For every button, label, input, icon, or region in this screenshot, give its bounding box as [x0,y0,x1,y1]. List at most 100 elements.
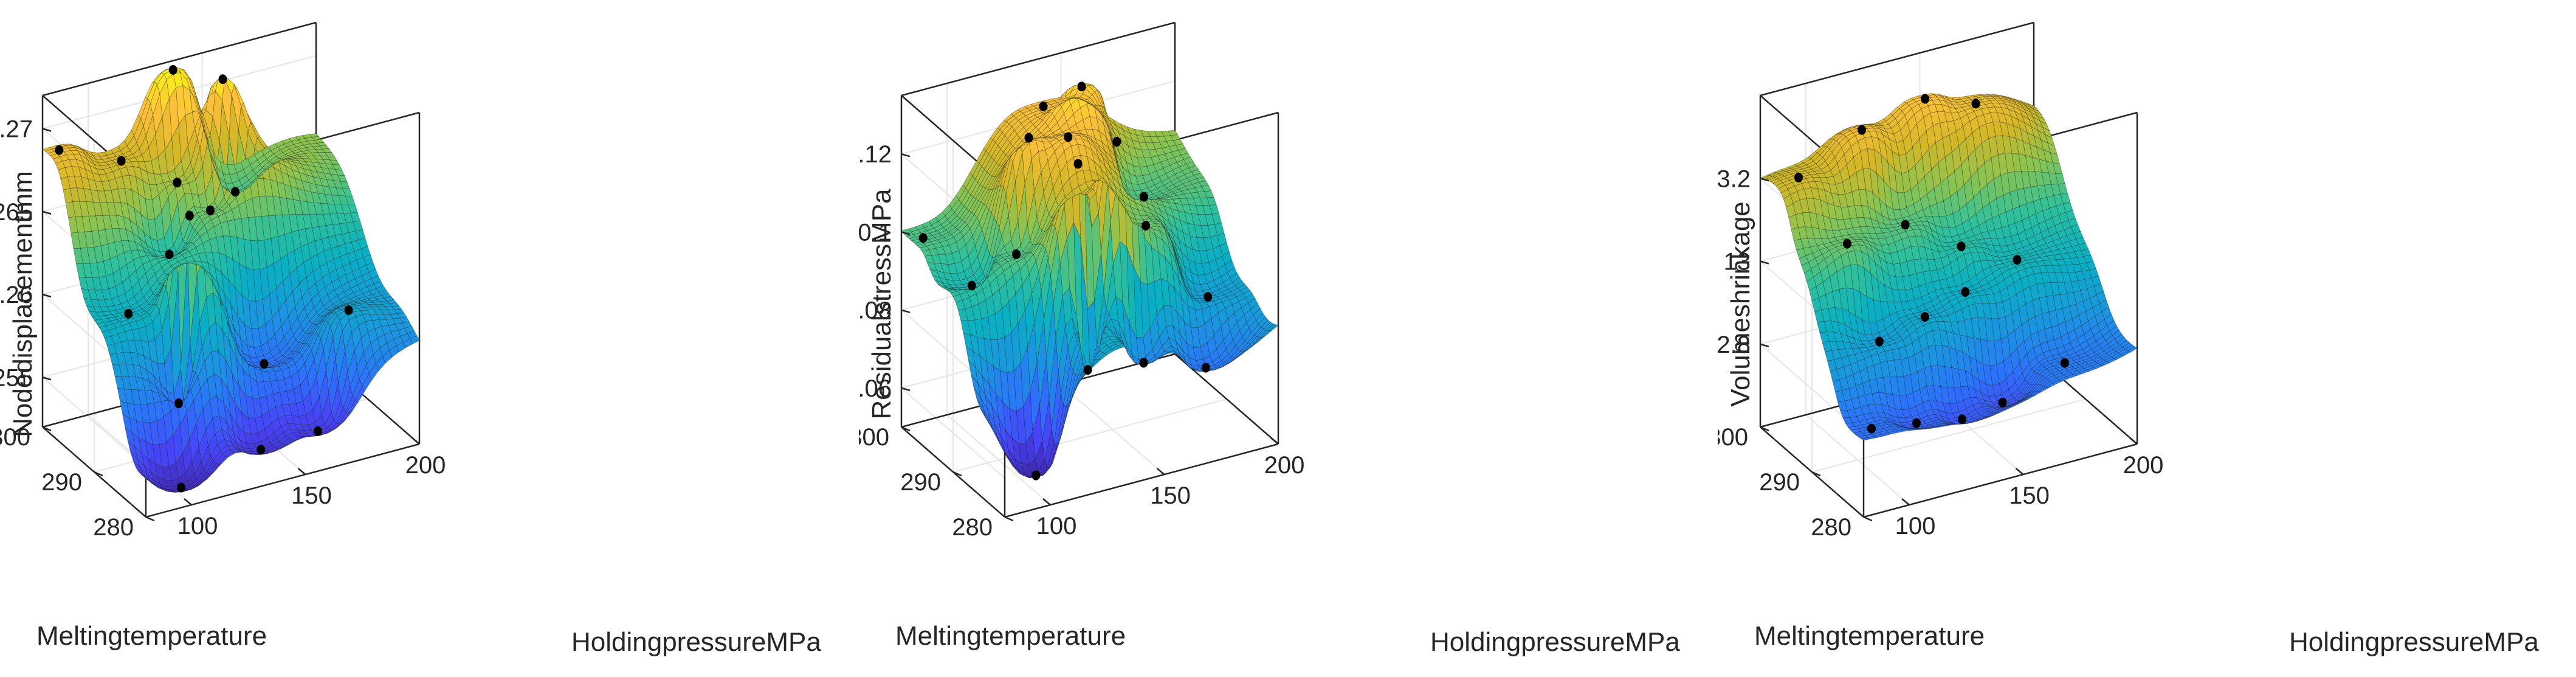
chart-residual-stress: 0.060.080.10.12280290300100150200Residua… [859,21,1680,657]
z-tick-label: 0.12 [859,141,892,168]
z-axis-label: Volumeshrinkage [1726,201,1755,407]
z-tick-label: 0.26 [0,282,33,308]
chart-panel-3: 12.81313.2280290300100150200Volumeshrink… [1718,0,2576,677]
y-axis-label: Meltingtemperature [1754,621,1985,651]
data-point [1083,365,1092,375]
chart-panel-2: 0.060.080.10.12280290300100150200Residua… [859,0,1717,677]
z-tick-label: 12.8 [1718,332,1751,358]
data-point [1901,220,1910,230]
chart-node-displacement: 0.2550.260.2650.27280290300100150200Node… [0,21,821,657]
data-point [344,305,353,315]
chart-panel-1: 0.2550.260.2650.27280290300100150200Node… [0,0,858,677]
z-tick-label: 0.1 [859,219,892,246]
x-tick-label: 200 [405,452,446,479]
z-axis-label: ResidualstressMPa [867,189,897,420]
data-point [55,145,64,155]
surface-3 [1760,93,2138,441]
z-axis-label: Nodedisplacementmm [8,171,38,437]
data-point [1112,137,1121,147]
data-point [1064,132,1073,142]
x-axis-label: HoldingpressureMPa [571,627,821,657]
data-point [1971,99,1980,109]
data-point [2013,255,2022,265]
data-point [967,280,976,291]
data-point [206,205,215,215]
y-tick-label: 290 [1759,469,1800,496]
y-tick-label: 280 [952,514,993,541]
data-point [1024,133,1033,143]
z-tick-label: 0.08 [859,297,892,324]
x-tick-label: 100 [1895,513,1936,540]
z-tick-label: 13.2 [1718,165,1751,192]
data-point [1858,125,1866,135]
data-point [1139,358,1148,368]
data-point [218,74,227,85]
data-point [257,445,266,455]
data-point [1957,241,1966,252]
data-point [1867,423,1876,434]
data-point [185,210,194,221]
x-tick-label: 200 [2123,452,2164,479]
data-points-1 [55,64,353,493]
data-points-2 [918,82,1213,481]
data-point [1039,101,1048,111]
data-point [1794,172,1803,182]
z-tick-label: 0.265 [0,199,33,226]
data-point [168,64,177,75]
y-tick-label: 300 [0,424,30,451]
y-tick-label: 290 [900,469,941,496]
y-tick-label: 300 [1718,424,1748,451]
axis-labels-1: Nodedisplacementmm Meltingtemperature Hold… [8,171,821,657]
x-tick-label: 150 [1150,482,1191,509]
data-point [173,178,182,188]
data-point [2060,358,2069,368]
data-point [1077,82,1086,92]
x-axis-label: HoldingpressureMPa [1430,627,1680,657]
data-point [1142,220,1150,231]
data-point [1958,414,1966,425]
data-point [1012,249,1021,260]
data-points-3 [1794,94,2069,434]
data-point [1961,286,1970,297]
x-tick-label: 100 [177,513,218,540]
data-point [1912,418,1921,428]
chart-volume-shrinkage: 12.81313.2280290300100150200Volumeshrink… [1718,21,2539,657]
y-tick-label: 290 [41,469,82,496]
data-point [1920,311,1929,322]
data-point [231,187,239,197]
data-point [314,426,322,436]
data-point [1073,159,1083,169]
x-tick-label: 100 [1036,513,1077,540]
surface-2 [901,83,1279,479]
data-point [1201,363,1210,373]
y-tick-label: 300 [859,424,889,451]
data-point [1843,238,1851,249]
z-tick-label: 0.255 [0,364,33,391]
data-point [177,482,185,493]
y-axis-label: Meltingtemperature [895,621,1126,651]
data-point [1204,292,1213,302]
y-axis-label: Meltingtemperature [36,621,267,651]
axis-labels-2: ResidualstressMPa Meltingtemperature Holdi… [867,189,1680,657]
x-tick-label: 200 [1264,452,1305,479]
y-tick-label: 280 [1811,514,1851,541]
axis-labels-3: Volumeshrinkage Meltingtemperature Holding… [1726,201,2539,657]
z-tick-label: 0.27 [0,116,33,143]
z-tick-label: 13 [1724,249,1751,276]
data-point [117,156,126,166]
data-point [1031,470,1041,481]
z-tick-label: 0.06 [859,375,892,402]
data-point [165,249,174,260]
tick-labels-2: 0.06 0.08 0.1 0.12 280 290 300 100 150 200 [859,141,1304,541]
data-point [174,398,183,409]
x-tick-label: 150 [291,482,332,509]
x-tick-label: 150 [2009,482,2050,509]
surface-1 [42,67,420,493]
data-point [1875,336,1884,347]
data-point [1139,192,1148,202]
y-tick-label: 280 [93,514,134,541]
data-point [124,308,133,319]
x-axis-label: HoldingpressureMPa [2289,627,2539,657]
data-point [1998,397,2007,408]
data-point [260,359,269,369]
